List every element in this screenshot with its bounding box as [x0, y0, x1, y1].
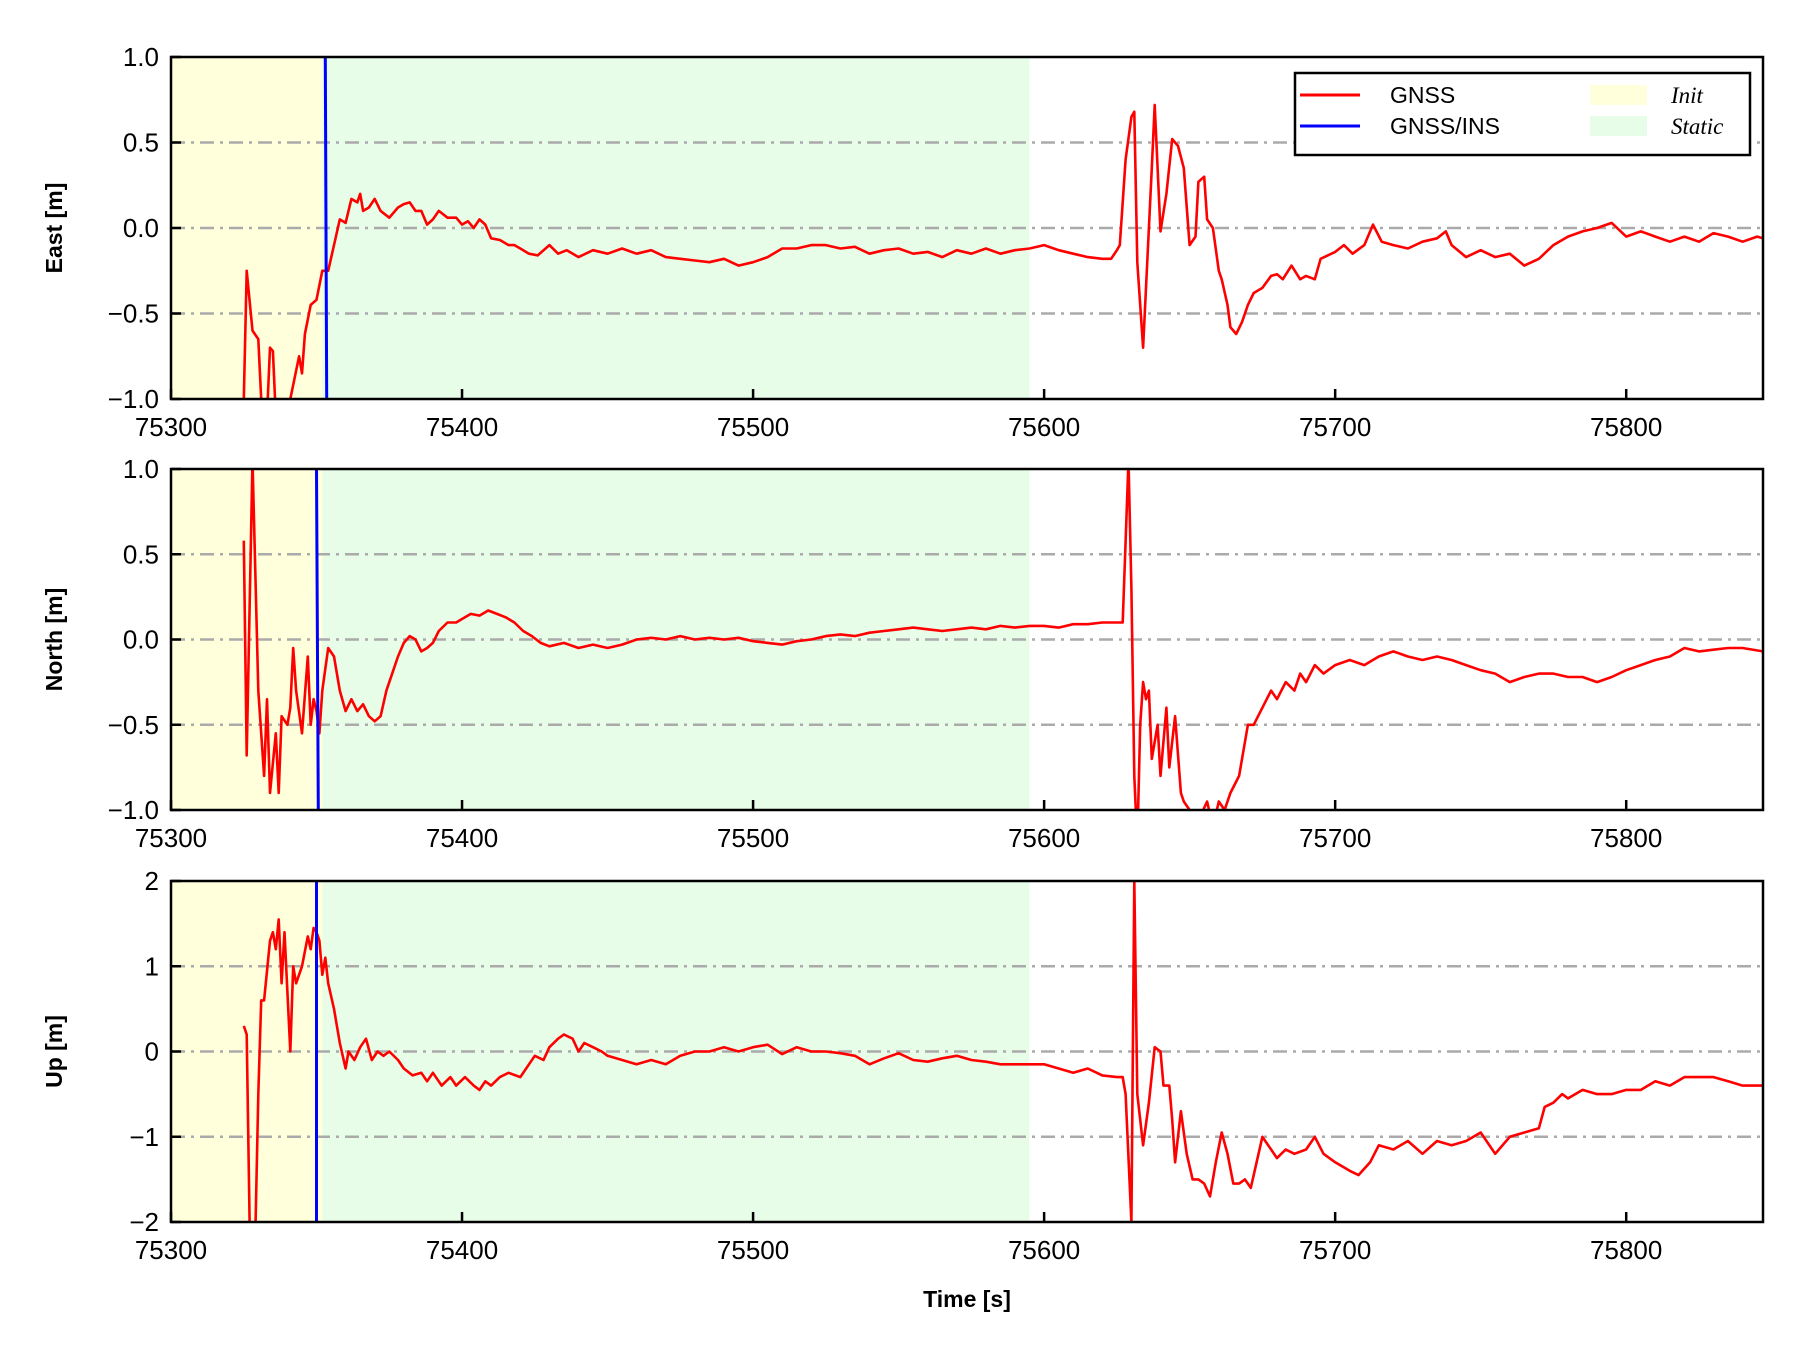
y-tick-label: 0.5	[123, 128, 159, 158]
series-gnss-ins	[323, 57, 329, 399]
legend-gnss-ins-label: GNSS/INS	[1390, 113, 1500, 139]
x-tick-label: 75500	[717, 412, 789, 442]
axes-frame	[169, 879, 1765, 1224]
x-tick-label: 75700	[1299, 823, 1371, 853]
y-axis-label: Up [m]	[41, 1015, 67, 1088]
legend: GNSS GNSS/INS Init Static	[1293, 71, 1752, 157]
x-tick-label: 75800	[1590, 1235, 1662, 1265]
series-gnss-ins	[315, 469, 320, 810]
legend-gnss-label: GNSS	[1390, 82, 1455, 108]
y-tick-label: 0.0	[123, 213, 159, 243]
series-gnss	[242, 881, 1763, 1222]
panel-east: −1.0 −0.5 0.0 0.5 1.0 75300 75400 75500 75600 757…	[41, 42, 1765, 442]
x-axis-label: Time [s]	[923, 1286, 1011, 1312]
panel-north: −1.0 −0.5 0.0 0.5 1.0 75300 75400 75500 75600 757…	[41, 454, 1765, 853]
series-gnss	[242, 469, 1763, 810]
x-tick-label: 75300	[135, 823, 207, 853]
series-gnss	[242, 103, 1763, 399]
legend-init-swatch	[1590, 85, 1647, 105]
x-tick-label: 75800	[1590, 412, 1662, 442]
x-tick-label: 75700	[1299, 412, 1371, 442]
y-tick-label: −0.5	[108, 710, 159, 740]
panel-up: −2 −1 0 1 2 75300 75400 75500 75600 75700 75800 Up …	[41, 866, 1765, 1265]
y-tick-label: 1	[145, 951, 159, 981]
legend-static-swatch	[1590, 116, 1647, 136]
y-axis-label: North [m]	[41, 588, 67, 691]
y-tick-label: −1	[129, 1122, 159, 1152]
y-tick-label: 1.0	[123, 454, 159, 484]
x-tick-label: 75400	[426, 1235, 498, 1265]
x-tick-label: 75500	[717, 1235, 789, 1265]
y-tick-label: 1.0	[123, 42, 159, 72]
y-axis-label: East [m]	[41, 183, 67, 274]
x-tick-label: 75600	[1008, 823, 1080, 853]
legend-static-label: Static	[1671, 114, 1723, 139]
legend-init-label: Init	[1670, 83, 1704, 108]
y-tick-label: −0.5	[108, 299, 159, 329]
x-tick-label: 75800	[1590, 823, 1662, 853]
x-tick-label: 75600	[1008, 1235, 1080, 1265]
y-tick-label: −1.0	[108, 384, 159, 414]
y-tick-label: 2	[145, 866, 159, 896]
x-tick-label: 75300	[135, 1235, 207, 1265]
y-tick-label: 0.0	[123, 625, 159, 655]
axes-frame	[169, 55, 1765, 401]
y-tick-label: 0.5	[123, 539, 159, 569]
x-tick-label: 75300	[135, 412, 207, 442]
x-tick-label: 75700	[1299, 1235, 1371, 1265]
y-tick-label: −1.0	[108, 795, 159, 825]
x-tick-label: 75500	[717, 823, 789, 853]
x-tick-label: 75400	[426, 823, 498, 853]
y-tick-label: 0	[145, 1037, 159, 1067]
axes-frame	[169, 467, 1765, 812]
x-tick-label: 75600	[1008, 412, 1080, 442]
x-tick-label: 75400	[426, 412, 498, 442]
y-tick-label: −2	[129, 1207, 159, 1237]
